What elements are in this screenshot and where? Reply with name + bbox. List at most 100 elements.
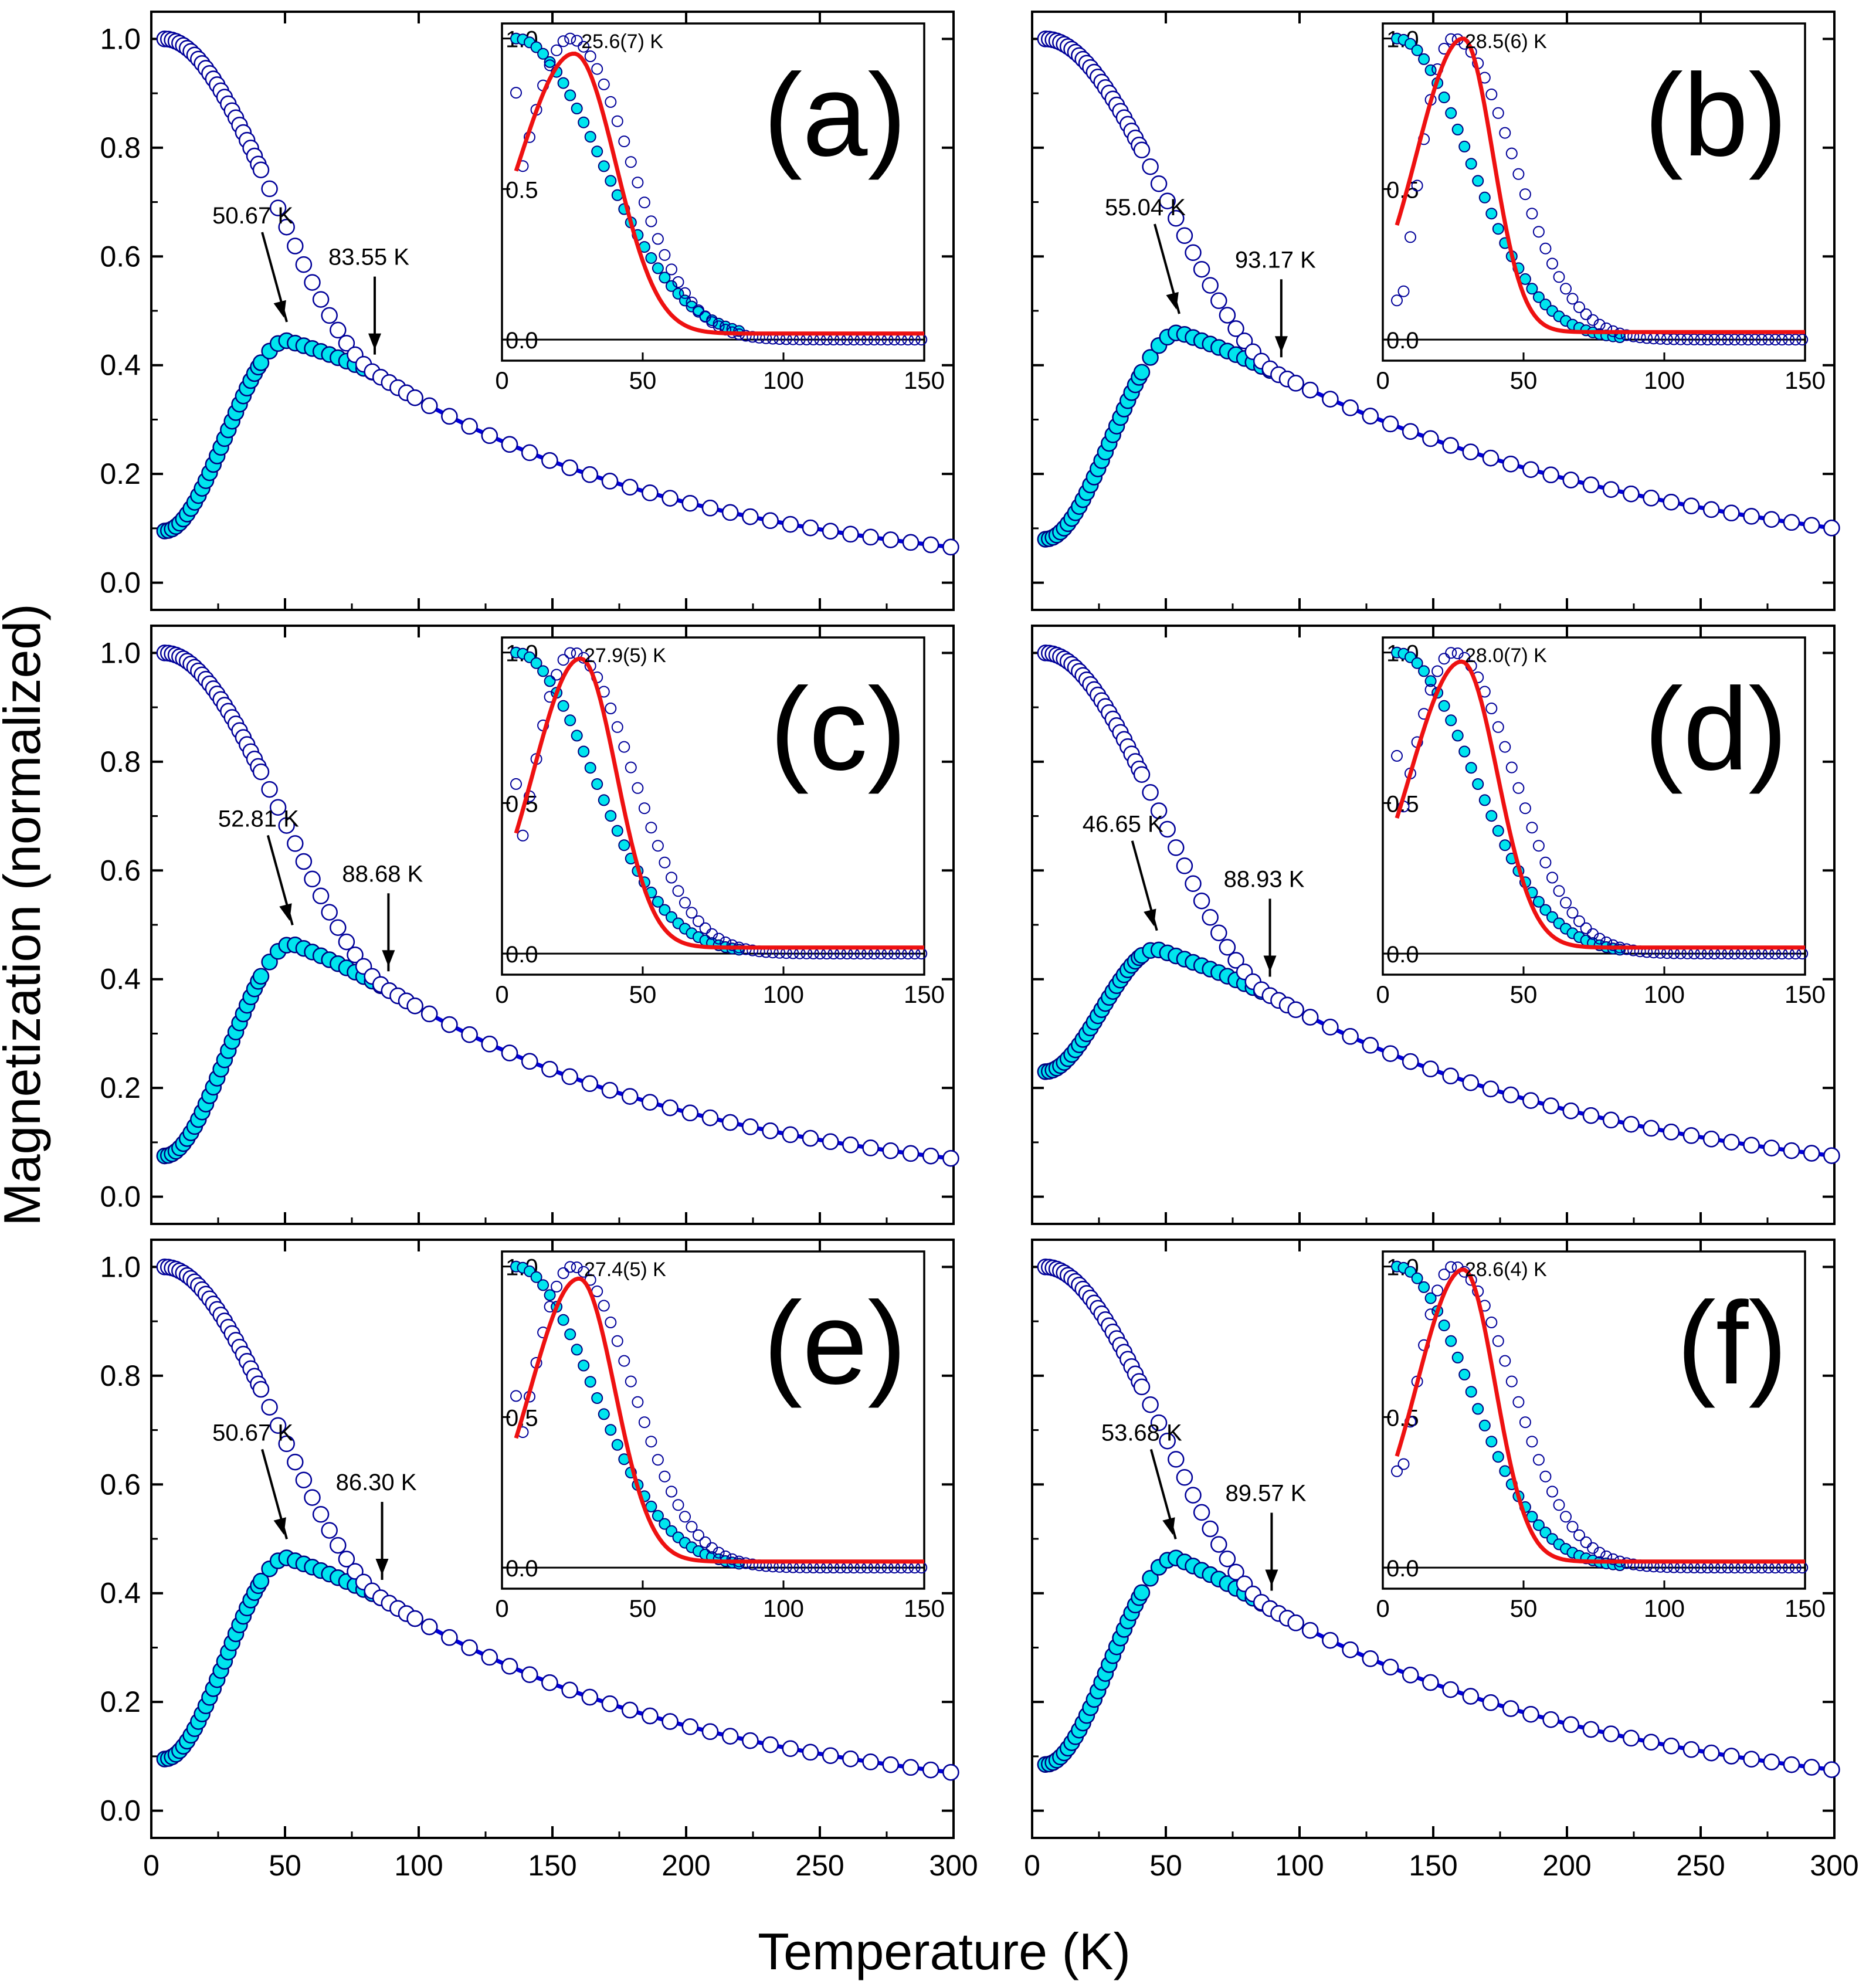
panel-c-fc-point <box>287 835 304 852</box>
panel-c-inset-zfc-point <box>578 745 590 758</box>
panel-d-fc-point <box>1362 1037 1379 1054</box>
panel-a-fc-point <box>321 307 338 324</box>
panel-a-fc-point <box>501 436 518 453</box>
panel-f-fc-point <box>1202 1520 1219 1538</box>
panel-e-inset-zfc-point <box>659 1518 671 1530</box>
panel-b-inset-fc-point <box>1708 334 1721 345</box>
panel-b-fc-point <box>1133 141 1151 159</box>
panel-e-fc-point <box>321 1522 338 1539</box>
panel-b-fc-point <box>1643 490 1660 507</box>
panel-b-inset-zfc-point <box>1465 158 1477 170</box>
panel-f-fc-point <box>1382 1658 1399 1675</box>
panel-a-inset-zfc-point <box>666 280 677 292</box>
panel-e-fc-point <box>782 1740 799 1757</box>
panel-e-fc-point <box>295 1471 313 1488</box>
panel-d-fc-point <box>1185 875 1202 893</box>
panel-f-fc-point <box>1682 1741 1700 1758</box>
panel-b-fc-point <box>1150 175 1168 192</box>
panel-a: 0.0 0.2 0.4 0.6 0.8 1.0 50.67 K 83.55 K 0 50 100 15… <box>100 11 959 611</box>
panel-c-fc-point <box>406 997 423 1015</box>
panel-e-fc-point <box>822 1747 839 1764</box>
panel-c-inset-zfc-point <box>605 810 617 822</box>
panel-e-fc-point <box>601 1695 619 1712</box>
panel-a-fc-point <box>312 291 330 308</box>
panel-d-fc-point <box>1382 1045 1399 1062</box>
panel-d-inset-fc-point <box>1553 885 1565 897</box>
panel-d-fc-point <box>1219 939 1236 956</box>
panel-b-fc-point <box>1482 449 1500 467</box>
panel-b-fc-point <box>1168 210 1185 227</box>
panel-b-inset-zfc-point <box>1478 191 1491 203</box>
panel-c-inset-fc-point <box>605 703 617 714</box>
panel-a-inset-zfc-point <box>591 145 603 158</box>
panel-c-inset-fc-point <box>672 885 684 897</box>
panel-b-inset-fc-point <box>1519 188 1531 201</box>
panel-a-inset-zfc-point <box>584 131 596 143</box>
panel-b-fc-point <box>1623 485 1640 503</box>
panel-a-inset-fc-point <box>510 87 522 99</box>
panel-e-inset-zfc-point <box>578 1359 590 1372</box>
panel-c-inset-x-tick-label: 100 <box>763 981 804 1008</box>
panel-f-inset-fc-point <box>1519 1416 1531 1429</box>
panel-c-inset-fc-point <box>638 802 650 815</box>
panel-c-inset-fc-point <box>659 856 671 869</box>
panel-c-fc-point <box>681 1104 699 1122</box>
panel-f-fc-point <box>1176 1469 1193 1486</box>
panel-a-inset-fc-point <box>557 35 569 48</box>
panel-e-fc-point <box>330 1536 347 1554</box>
panel-b-inset-zfc-point <box>1445 107 1457 119</box>
panel-b-fc-point <box>1682 497 1700 514</box>
panel-d-inset-zfc-point <box>1478 794 1491 806</box>
panel-d-fc-point <box>1663 1124 1680 1141</box>
panel-f-x-tick-label: 150 <box>1409 1849 1457 1882</box>
panel-e-fc-point <box>642 1707 659 1725</box>
panel-f-fc-point <box>1723 1748 1740 1765</box>
panel-c: 0.0 0.2 0.4 0.6 0.8 1.0 52.81 K 88.68 K 0 50 100 15… <box>100 625 959 1225</box>
panel-d-inset-fc-point <box>1546 871 1558 884</box>
panel-f-inset-frame <box>1382 1250 1806 1590</box>
panel-b-fc-point <box>1193 260 1210 278</box>
panel-b-fc-point <box>1602 481 1620 498</box>
panel-b-fc-point <box>1442 437 1459 454</box>
panel-a-fc-point <box>261 180 278 198</box>
panel-c-fc-point <box>461 1026 478 1043</box>
panel-e-inset-zfc-point <box>591 1392 603 1404</box>
panel-a-fc-point <box>295 256 313 273</box>
panel-f-inset-fc-point <box>1431 1284 1444 1297</box>
panel-d-annotation-arrowhead <box>1144 908 1156 927</box>
panel-e-fc-point <box>802 1743 819 1761</box>
panel-e-inset-fc-point <box>625 1375 637 1388</box>
panel-a-label: (a) <box>764 50 907 181</box>
panel-d-inset-x-tick-label: 50 <box>1510 981 1538 1008</box>
panel-f-fc-point <box>1643 1734 1660 1751</box>
panel-b-fc-point <box>1287 375 1304 392</box>
panel-e-inset-fc-point <box>679 1511 691 1523</box>
panel-a-inset-fc-point <box>598 78 610 90</box>
panel-a-inset-fc-point <box>686 296 698 308</box>
panel-e-fc-point <box>420 1618 438 1636</box>
panel-a-fc-point <box>721 504 739 521</box>
panel-f-inset-fc-point <box>1627 1558 1640 1570</box>
panel-d-fc-point <box>1287 1001 1304 1018</box>
panel-f-fc-point <box>1133 1378 1151 1396</box>
panel-b-inset-zfc-point <box>1451 123 1464 135</box>
panel-c-inset-fc-point <box>551 669 563 681</box>
panel-e-fc-point <box>461 1639 478 1656</box>
panel-e-inset-fc-point <box>598 1300 610 1312</box>
panel-b-fc-point <box>1803 517 1820 534</box>
panel-b-inset-fc-point <box>1695 334 1707 345</box>
panel-f-inset-zfc-point <box>1451 1351 1464 1363</box>
panel-d-inset-fc-point <box>1593 932 1606 945</box>
panel-e-fc-point <box>252 1380 270 1398</box>
panel-d-label: (d) <box>1644 664 1787 795</box>
panel-c-fc-point <box>642 1094 659 1111</box>
panel-d-fc-point <box>1402 1053 1419 1070</box>
panel-b-inset-zfc-point <box>1418 53 1430 65</box>
panel-b-inset-fc-point <box>1742 334 1754 346</box>
panel-e-y-tick-label: 0.8 <box>100 1359 141 1392</box>
panel-b-inset-fc-point <box>1505 147 1518 160</box>
panel-c-inset-zfc-point <box>652 895 664 908</box>
panel-d: 46.65 K88.93 K0501001500.00.51.028.0(7) … <box>1031 625 1840 1225</box>
